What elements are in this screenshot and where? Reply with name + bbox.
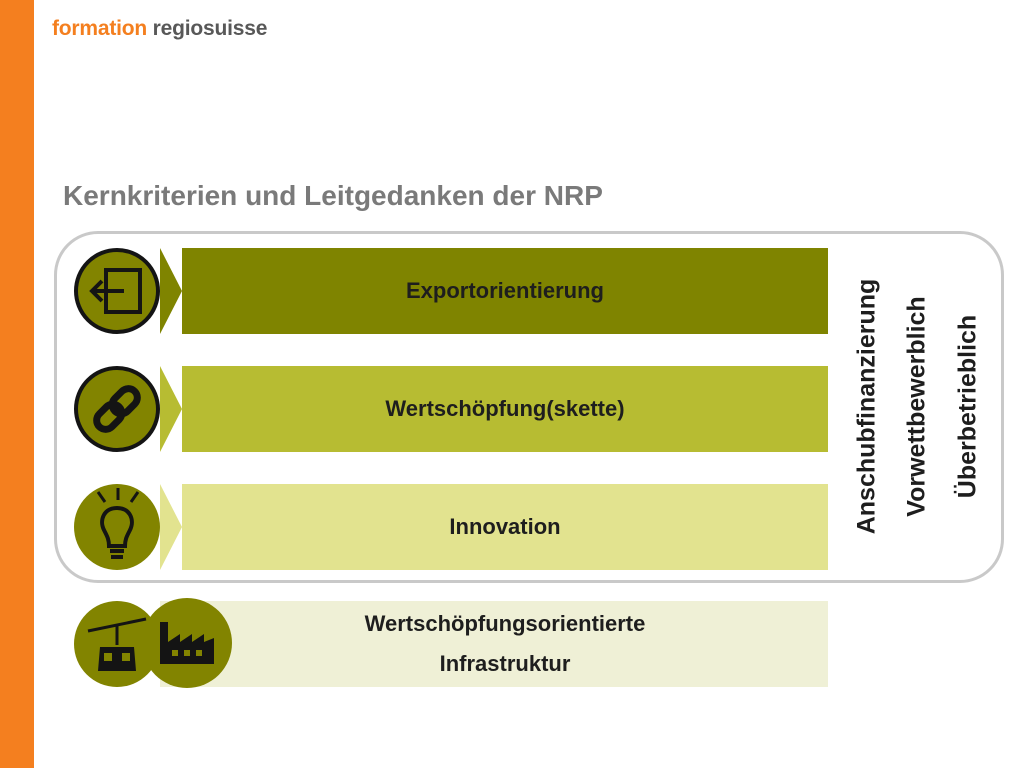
band-label-line2: Infrastruktur — [439, 651, 571, 676]
logo-word-regiosuisse: regiosuisse — [152, 17, 268, 40]
chain-link-icon — [74, 366, 160, 452]
band-wertschoepfung: Wertschöpfung(skette) — [160, 366, 828, 452]
side-label-ueberbetrieblich: Überbetrieblich — [953, 314, 982, 499]
factory-icon — [142, 598, 232, 688]
band-label: Innovation — [449, 514, 561, 539]
band-exportorientierung: Exportorientierung — [160, 248, 828, 334]
accent-sidebar-bar — [0, 0, 34, 768]
band-label: Wertschöpfung(skette) — [385, 396, 625, 421]
lightbulb-rays-icon — [96, 488, 140, 503]
band-infrastruktur: Wertschöpfungsorientierte Infrastruktur — [160, 601, 828, 687]
side-label-anschubfinanzierung: Anschubfinanzierung — [852, 278, 881, 535]
export-arrow-icon — [74, 248, 160, 334]
slide-title: Kernkriterien und Leitgedanken der NRP — [63, 180, 603, 211]
band-label-line1: Wertschöpfungsorientierte — [364, 611, 646, 636]
cable-car-icon — [74, 601, 160, 687]
brand-logo: formation regiosuisse — [52, 17, 267, 41]
band-label: Wertschöpfungsorientierte Infrastruktur — [182, 601, 828, 687]
band-label: Exportorientierung — [405, 278, 604, 303]
criteria-frame — [54, 231, 1004, 583]
band-innovation: Innovation — [160, 484, 828, 570]
side-label-vorwettbewerblich: Vorwettbewerblich — [902, 296, 931, 517]
logo-word-formation: formation — [52, 17, 148, 40]
